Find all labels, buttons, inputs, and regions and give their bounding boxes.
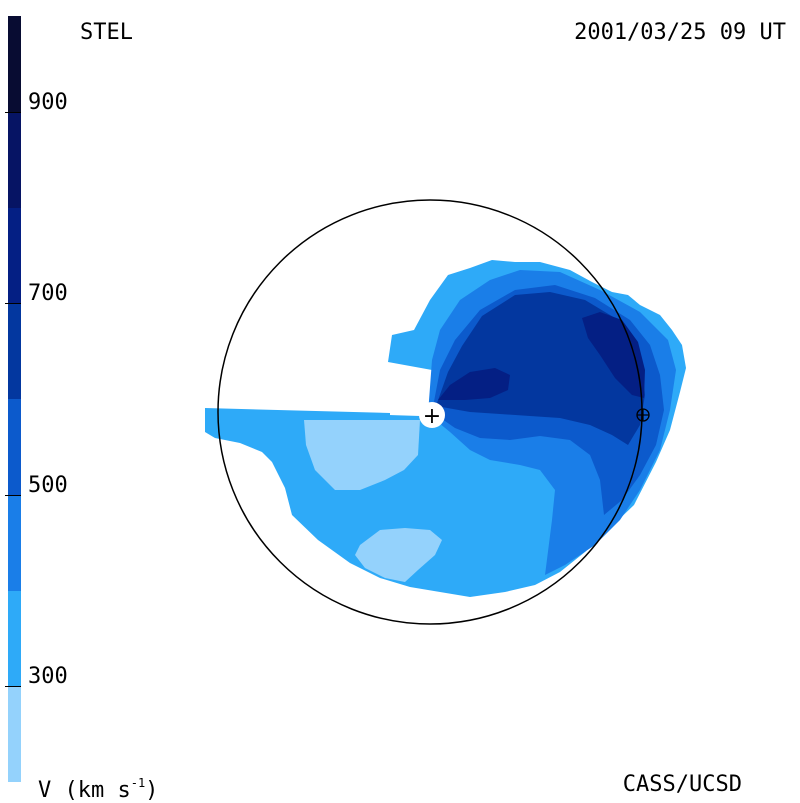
colorbar-segment	[8, 16, 21, 112]
colorbar-segment	[8, 111, 21, 208]
colorbar-tick-label: 900	[28, 89, 68, 115]
region-fastest-east	[582, 312, 645, 398]
colorbar-segment	[8, 686, 21, 782]
observatory-label: STEL	[80, 20, 133, 45]
colorbar-tick	[5, 303, 21, 305]
colorbar-tick-label: 700	[28, 281, 68, 307]
sun-disk	[419, 402, 445, 428]
colorbar-tick	[5, 686, 21, 688]
units-base: V (km s	[38, 778, 131, 803]
datetime-label: 2001/03/25 09 UT	[574, 20, 786, 45]
colorbar-tick	[5, 111, 21, 113]
units-exponent: -1	[130, 776, 146, 790]
region-fastest-north	[438, 368, 510, 400]
orbit-circle	[217, 199, 643, 625]
credit-label: CASS/UCSD	[622, 772, 742, 797]
region-west-streak	[205, 408, 390, 416]
region-very-slow-south	[355, 528, 442, 582]
colorbar-segment	[8, 590, 21, 687]
region-very-slow-west	[304, 420, 420, 490]
colorbar-segment	[8, 303, 21, 399]
velocity-colorbar	[8, 16, 21, 782]
colorbar-tick	[5, 494, 21, 496]
units-label: V (km s-1)	[38, 772, 158, 802]
colorbar-segment	[8, 494, 21, 591]
colorbar-segment	[8, 399, 21, 495]
colorbar-tick-label: 300	[28, 664, 68, 690]
colorbar-tick-label: 500	[28, 472, 68, 498]
units-close: )	[145, 778, 159, 803]
sun-marker: +	[423, 404, 441, 429]
colorbar-segment	[8, 207, 21, 304]
